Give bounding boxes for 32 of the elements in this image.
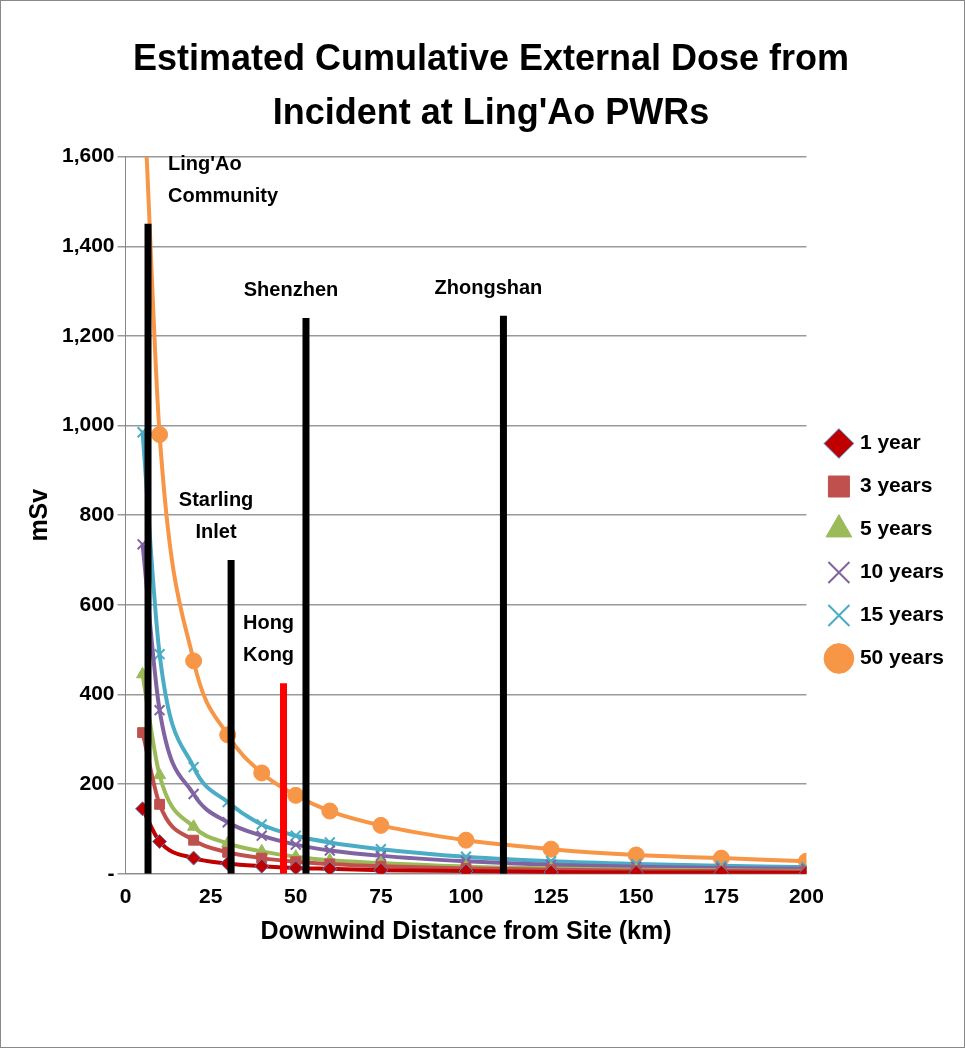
- chart-title: Estimated Cumulative External Dose from Incident at Ling'Ao PWRs: [131, 36, 851, 134]
- x-tick-label: 25: [198, 884, 223, 908]
- x-tick-label: 150: [618, 884, 654, 908]
- y-tick-label: 1,200: [61, 322, 115, 346]
- x-tick-label: 100: [448, 884, 484, 908]
- legend-label: 5 years: [859, 516, 933, 540]
- y-tick-label: 600: [79, 591, 115, 615]
- annotation: Zhongshan: [434, 275, 543, 298]
- x-axis-title: Downwind Distance from Site (km): [260, 915, 672, 944]
- y-tick-label: 1,400: [61, 233, 115, 257]
- legend-label: 1 year: [859, 430, 921, 454]
- annotation: Starling Inlet: [178, 488, 254, 543]
- y-tick-label: -: [107, 860, 115, 884]
- y-tick-label: 400: [79, 681, 115, 705]
- y-tick-label: 1,000: [61, 412, 115, 436]
- x-tick-label: 50: [284, 884, 308, 908]
- annotation: Ling'Ao Community: [168, 151, 279, 206]
- y-tick-label: 200: [79, 770, 115, 794]
- y-axis-title: mSv: [23, 488, 52, 542]
- legend-label: 15 years: [859, 602, 945, 626]
- x-tick-label: 0: [119, 884, 132, 908]
- x-tick-label: 75: [369, 884, 393, 908]
- y-tick-label: 800: [79, 502, 115, 525]
- y-tick-label: 1,600: [61, 143, 115, 167]
- x-tick-label: 200: [788, 884, 824, 908]
- annotation: Hong Kong: [242, 611, 295, 666]
- legend-label: 3 years: [859, 473, 933, 497]
- annotation: Shenzhen: [243, 277, 339, 300]
- legend-label: 10 years: [859, 559, 945, 583]
- x-tick-label: 175: [703, 884, 740, 908]
- x-tick-label: 125: [533, 884, 569, 908]
- legend-label: 50 years: [859, 645, 945, 669]
